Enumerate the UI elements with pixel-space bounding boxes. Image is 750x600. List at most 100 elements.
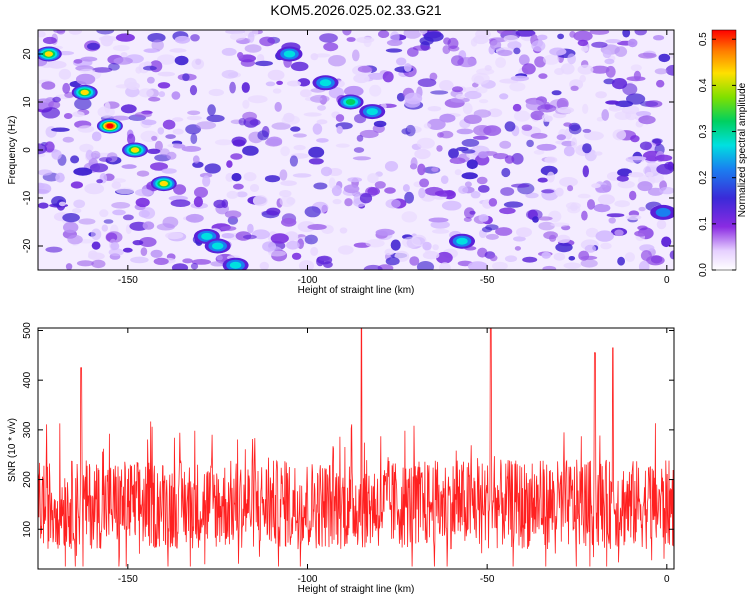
heatmap-noise-cell [516, 227, 532, 238]
heatmap-noise-cell [307, 224, 327, 230]
heatmap-noise-cell [414, 148, 431, 160]
heatmap-noise-cell [567, 205, 581, 214]
heatmap-noise-cell [626, 76, 646, 82]
heatmap-noise-cell [111, 181, 122, 189]
heatmap-noise-cell [638, 115, 656, 125]
heatmap-noise-cell [221, 69, 239, 79]
heatmap-noise-cell [625, 214, 642, 221]
heatmap-noise-cell [172, 117, 184, 122]
heatmap-noise-cell [292, 173, 312, 178]
heatmap-noise-cell [616, 175, 629, 182]
heatmap-noise-cell [304, 234, 318, 245]
heatmap-noise-cell [96, 30, 115, 35]
heatmap-noise-cell [101, 224, 109, 232]
heatmap-noise-cell [436, 145, 443, 152]
heatmap-noise-cell [116, 187, 135, 195]
heatmap-noise-cell [230, 32, 246, 41]
heatmap-noise-cell [560, 63, 575, 75]
heatmap-noise-cell [451, 86, 464, 93]
heatmap-noise-cell [582, 165, 589, 178]
heatmap-noise-cell [417, 78, 437, 87]
heatmap-noise-cell [374, 181, 386, 189]
heatmap-noise-cell [304, 206, 321, 218]
heatmap-noise-cell [537, 216, 553, 221]
heatmap-noise-cell [191, 58, 205, 70]
heatmap-noise-cell [319, 33, 338, 43]
spectrogram-y-label: Frequency (Hz) [7, 116, 18, 185]
heatmap-noise-cell [417, 163, 426, 176]
colorbar-ticks: 0.5 0.4 0.3 0.2 0.1 0.0 [698, 32, 736, 277]
heatmap-noise-cell [268, 250, 286, 257]
heatmap-noise-cell [513, 110, 531, 122]
heatmap-noise-cell [499, 140, 512, 149]
heatmap-noise-cell [308, 146, 325, 158]
heatmap-noise-cell [344, 198, 353, 207]
heatmap-noise-cell [214, 139, 233, 146]
heatmap-noise-cell [280, 146, 290, 157]
heatmap-noise-cell [600, 242, 612, 250]
heatmap-noise-cell [462, 102, 473, 115]
heatmap-noise-cell [577, 39, 589, 47]
heatmap-ridge-cell [44, 51, 53, 57]
heatmap-noise-cell [629, 190, 637, 201]
heatmap-noise-cell [568, 124, 582, 135]
heatmap-noise-cell [555, 242, 573, 253]
heatmap-noise-cell [148, 97, 161, 102]
heatmap-noise-cell [485, 224, 499, 231]
heatmap-noise-cell [70, 181, 83, 189]
heatmap-noise-cell [489, 254, 498, 262]
heatmap-noise-cell [135, 197, 150, 208]
heatmap-noise-cell [139, 237, 157, 247]
heatmap-noise-cell [416, 137, 435, 149]
heatmap-noise-cell [571, 137, 578, 149]
heatmap-noise-cell [135, 66, 142, 74]
heatmap-noise-cell [271, 122, 291, 130]
x-tick-label: -50 [480, 275, 495, 286]
heatmap-noise-cell [62, 221, 79, 233]
heatmap-noise-cell [165, 134, 176, 140]
heatmap-noise-cell [108, 248, 124, 257]
heatmap-noise-cell [122, 214, 134, 221]
heatmap-noise-cell [478, 214, 489, 222]
heatmap-noise-cell [580, 259, 598, 268]
heatmap-noise-cell [150, 249, 163, 258]
heatmap-noise-cell [656, 79, 665, 88]
colorbar-tick-label: 0.4 [698, 78, 709, 92]
heatmap-noise-cell [213, 199, 226, 209]
heatmap-noise-cell [286, 240, 300, 250]
heatmap-ridge-cell [366, 108, 378, 116]
heatmap-noise-cell [630, 135, 640, 143]
heatmap-noise-cell [150, 162, 168, 171]
heatmap-noise-cell [638, 206, 646, 212]
heatmap-noise-cell [91, 241, 101, 250]
heatmap-ridge-cell [283, 50, 296, 58]
heatmap-noise-cell [339, 227, 348, 234]
heatmap-noise-cell [537, 104, 557, 113]
heatmap-noise-cell [476, 86, 488, 94]
heatmap-noise-cell [423, 31, 444, 42]
heatmap-noise-cell [255, 60, 273, 67]
heatmap-noise-cell [138, 88, 154, 98]
heatmap-noise-cell [68, 30, 83, 35]
x-tick-label: 0 [664, 275, 670, 286]
heatmap-noise-cell [544, 156, 558, 164]
heatmap-noise-cell [587, 199, 595, 210]
heatmap-noise-cell [378, 30, 390, 38]
heatmap-noise-cell [190, 133, 198, 145]
heatmap-noise-cell [192, 155, 200, 164]
heatmap-noise-cell [501, 167, 511, 178]
heatmap-ridge-cell [345, 99, 356, 105]
heatmap-noise-cell [430, 90, 449, 95]
heatmap-noise-cell [526, 209, 543, 220]
heatmap-noise-cell [79, 68, 96, 74]
spectrogram-y-ticks: 20 10 0 -10 -20 [22, 48, 674, 253]
heatmap-noise-cell [492, 261, 508, 270]
heatmap-noise-cell [485, 233, 499, 240]
heatmap-noise-cell [510, 75, 530, 82]
heatmap-noise-cell [310, 246, 319, 256]
heatmap-noise-cell [467, 261, 488, 270]
heatmap-noise-cell [431, 229, 450, 234]
heatmap-noise-cell [317, 105, 326, 111]
heatmap-noise-cell [266, 207, 281, 216]
heatmap-noise-cell [563, 122, 572, 127]
